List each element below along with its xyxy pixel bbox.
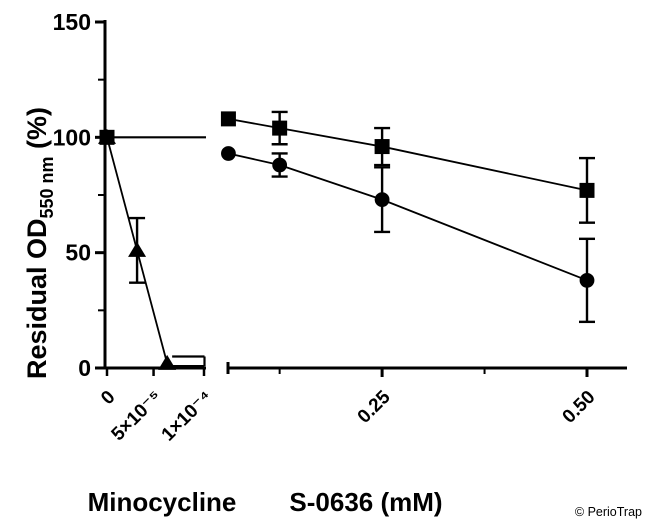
circle-marker xyxy=(579,272,595,288)
y-tick-label: 50 xyxy=(65,240,91,266)
x-tick-label-left: 1×10⁻⁴ xyxy=(158,387,217,446)
y-tick-label: 150 xyxy=(53,9,91,35)
data-layer xyxy=(98,110,595,370)
triangle-marker xyxy=(158,354,177,370)
square-marker xyxy=(374,139,390,155)
x-axis-title-minocycline: Minocycline xyxy=(88,487,237,517)
x-axis-title-s0636: S-0636 (mM) xyxy=(289,487,442,517)
circle-marker xyxy=(272,157,288,173)
square-marker xyxy=(272,120,288,136)
x-tick-label-left: 5×10⁻⁵ xyxy=(108,387,167,446)
series-line xyxy=(228,117,588,192)
copyright-text: © PerioTrap xyxy=(575,505,642,519)
circle-marker xyxy=(374,192,390,208)
square-marker xyxy=(579,182,595,198)
x-tick-label-right: 0.25 xyxy=(354,386,395,427)
circle-marker xyxy=(221,146,236,161)
labels-layer: Residual OD550 nm (%) Minocycline S-0636… xyxy=(22,107,642,519)
series-line xyxy=(228,152,588,282)
y-axis-title: Residual OD550 nm (%) xyxy=(22,107,57,379)
x-tick-label-left: 0 xyxy=(97,387,119,409)
triangle-marker xyxy=(98,128,116,144)
square-marker xyxy=(220,111,236,127)
triangle-marker xyxy=(128,241,147,257)
x-tick-label-right: 0.50 xyxy=(559,387,600,428)
y-tick-label: 0 xyxy=(78,355,91,381)
y-tick-label: 100 xyxy=(53,124,91,150)
